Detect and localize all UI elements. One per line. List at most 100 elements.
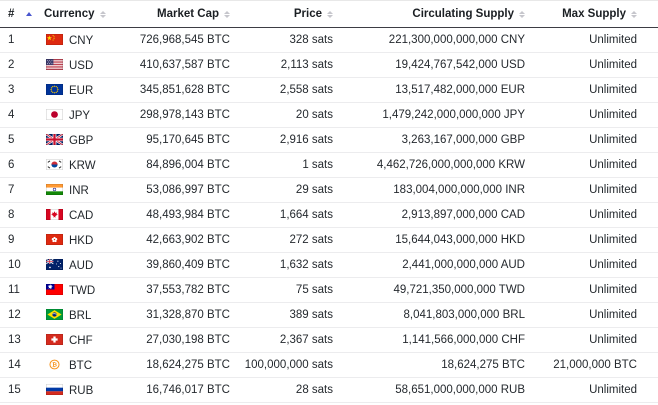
column-header-market-cap[interactable]: Market Cap <box>122 0 230 28</box>
table-row[interactable]: 8 CAD 48,493,984 BTC 1,664 sats 2,913,897,00… <box>0 202 658 228</box>
table-row[interactable]: 10 AUD 39,860,409 BTC 1,632 sats 2,441,000,0… <box>0 252 658 278</box>
rank-cell: 4 <box>0 102 34 128</box>
table-row[interactable]: 2 USD 410,637,587 BTC 2,113 sats 19,424,767,… <box>0 52 658 78</box>
currency-code: INR <box>69 184 89 197</box>
table-row[interactable]: 13 CHF 27,030,198 BTC 2,367 sats 1,141,566,0… <box>0 327 658 353</box>
circulating-supply-cell: 19,424,767,542,000 USD <box>333 52 525 78</box>
market-cap-cell: 39,860,409 BTC <box>122 252 230 278</box>
market-cap-cell: 84,896,004 BTC <box>122 152 230 178</box>
currency-cell[interactable]: BRL <box>34 302 122 328</box>
market-cap-cell: 48,493,984 BTC <box>122 202 230 228</box>
flag-twd-icon <box>46 283 63 295</box>
flag-aud-icon <box>46 258 63 270</box>
table-row[interactable]: 6 KRW 84,896,004 BTC 1 sats 4,462,726,000,00… <box>0 152 658 178</box>
currency-cell[interactable]: HKD <box>34 227 122 253</box>
table-row[interactable]: 15 RUB 16,746,017 BTC 28 sats 58,651,000,000… <box>0 377 658 403</box>
currency-cell[interactable]: JPY <box>34 102 122 128</box>
svg-text:₿: ₿ <box>52 361 57 368</box>
flag-cad-icon <box>46 208 63 220</box>
table-header: # Currency Market Cap Price <box>0 0 658 28</box>
rank-column-label: # <box>8 8 15 20</box>
rank-cell: 7 <box>0 177 34 203</box>
price-cell: 28 sats <box>230 377 333 403</box>
max-supply-cell: Unlimited <box>525 202 658 228</box>
currency-cell[interactable]: CHF <box>34 327 122 353</box>
price-cell: 1,632 sats <box>230 252 333 278</box>
table-row[interactable]: 3 EUR 345,851,628 BTC 2,558 sats 13,517,482,… <box>0 77 658 103</box>
currency-code: JPY <box>69 109 91 122</box>
market-cap-column-label: Market Cap <box>157 8 219 20</box>
currency-code: BTC <box>69 359 92 372</box>
rank-cell: 15 <box>0 377 34 403</box>
rank-cell: 2 <box>0 52 34 78</box>
max-supply-cell: 21,000,000 BTC <box>525 352 658 378</box>
circulating-supply-cell: 2,913,897,000,000 CAD <box>333 202 525 228</box>
column-header-circulating-supply[interactable]: Circulating Supply <box>333 0 525 28</box>
currency-cell[interactable]: CAD <box>34 202 122 228</box>
table-row[interactable]: 7 INR 53,086,997 BTC 29 sats 183,004,000,000… <box>0 177 658 203</box>
table-row[interactable]: 11 TWD 37,553,782 BTC 75 sats 49,721,350,000… <box>0 277 658 303</box>
circulating-supply-cell: 4,462,726,000,000,000 KRW <box>333 152 525 178</box>
circulating-supply-column-label: Circulating Supply <box>412 8 514 20</box>
circulating-supply-cell: 3,263,167,000,000 GBP <box>333 127 525 153</box>
table-row[interactable]: 1 CNY 726,968,545 BTC 328 sats 221,300,000,0… <box>0 27 658 53</box>
max-supply-cell: Unlimited <box>525 377 658 403</box>
circulating-supply-cell: 49,721,350,000,000 TWD <box>333 277 525 303</box>
price-cell: 20 sats <box>230 102 333 128</box>
market-cap-cell: 726,968,545 BTC <box>122 27 230 53</box>
currency-cell[interactable]: ₿ BTC <box>34 352 122 378</box>
currency-cell[interactable]: RUB <box>34 377 122 403</box>
price-cell: 328 sats <box>230 27 333 53</box>
circulating-supply-cell: 1,141,566,000,000 CHF <box>333 327 525 353</box>
circulating-supply-cell: 58,651,000,000,000 RUB <box>333 377 525 403</box>
price-cell: 29 sats <box>230 177 333 203</box>
price-cell: 1 sats <box>230 152 333 178</box>
circulating-supply-cell: 1,479,242,000,000,000 JPY <box>333 102 525 128</box>
table-row[interactable]: 4 JPY 298,978,143 BTC 20 sats 1,479,242,000,… <box>0 102 658 128</box>
max-supply-cell: Unlimited <box>525 127 658 153</box>
rank-cell: 1 <box>0 27 34 53</box>
flag-brl-icon <box>46 308 63 320</box>
max-supply-cell: Unlimited <box>525 27 658 53</box>
rank-cell: 10 <box>0 252 34 278</box>
flag-chf-icon <box>46 333 63 345</box>
currency-cell[interactable]: INR <box>34 177 122 203</box>
circulating-supply-cell: 8,041,803,000,000 BRL <box>333 302 525 328</box>
currency-code: TWD <box>69 284 96 297</box>
flag-btc-icon: ₿ <box>46 359 63 370</box>
price-cell: 1,664 sats <box>230 202 333 228</box>
currency-cell[interactable]: AUD <box>34 252 122 278</box>
column-header-currency[interactable]: Currency <box>34 0 122 28</box>
table-row[interactable]: 12 BRL 31,328,870 BTC 389 sats 8,041,803,000… <box>0 302 658 328</box>
flag-jpy-icon <box>46 108 63 120</box>
flag-krw-icon <box>46 158 63 170</box>
price-cell: 2,558 sats <box>230 77 333 103</box>
currency-cell[interactable]: KRW <box>34 152 122 178</box>
table-body: 1 CNY 726,968,545 BTC 328 sats 221,300,000,0… <box>0 27 658 403</box>
currency-cell[interactable]: TWD <box>34 277 122 303</box>
table-row[interactable]: 5 GBP 95,170,645 BTC 2,916 sats 3,263,167,00… <box>0 127 658 153</box>
circulating-supply-cell: 2,441,000,000,000 AUD <box>333 252 525 278</box>
table-row[interactable]: 14 ₿ BTC 18,624,275 BTC 100,000,000 sats 18,6… <box>0 352 658 378</box>
currency-code: CNY <box>69 34 94 47</box>
circulating-supply-cell: 13,517,482,000,000 EUR <box>333 77 525 103</box>
flag-inr-icon <box>46 183 63 195</box>
column-header-price[interactable]: Price <box>230 0 333 28</box>
circulating-supply-cell: 183,004,000,000,000 INR <box>333 177 525 203</box>
currency-code: EUR <box>69 84 94 97</box>
rank-cell: 9 <box>0 227 34 253</box>
currency-cell[interactable]: GBP <box>34 127 122 153</box>
price-cell: 2,113 sats <box>230 52 333 78</box>
currency-cell[interactable]: EUR <box>34 77 122 103</box>
table-row[interactable]: 9 HKD 42,663,902 BTC 272 sats 15,644,043,000… <box>0 227 658 253</box>
flag-cny-icon <box>46 33 63 45</box>
currency-cell[interactable]: USD <box>34 52 122 78</box>
currency-cell[interactable]: CNY <box>34 27 122 53</box>
rank-cell: 14 <box>0 352 34 378</box>
column-header-rank[interactable]: # <box>0 0 34 28</box>
rank-cell: 5 <box>0 127 34 153</box>
currency-code: KRW <box>69 159 96 172</box>
price-cell: 2,916 sats <box>230 127 333 153</box>
column-header-max-supply[interactable]: Max Supply <box>525 0 658 28</box>
